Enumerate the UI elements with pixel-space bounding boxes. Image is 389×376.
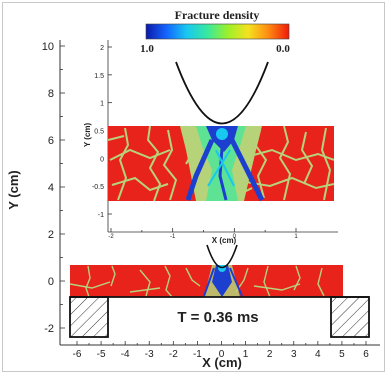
main-y-tick-label: 10	[42, 41, 54, 53]
colorbar: Fracture density 1.0 0.0	[140, 8, 290, 55]
main-x-tick-label: -1	[193, 349, 202, 360]
main-x-tick-label: 3	[291, 349, 297, 360]
main-x-tick-label: 6	[363, 349, 369, 360]
figure-frame	[2, 2, 385, 372]
main-x-tick-label: 0	[219, 349, 225, 360]
main-x-tick-label: -2	[169, 349, 178, 360]
main-specimen: T = 0.36 ms	[69, 244, 370, 338]
right-support	[330, 296, 370, 338]
main-y-ticks: 10 8 6 4 2 0 -2	[42, 41, 65, 335]
main-y-tick-label: 6	[48, 135, 54, 147]
main-y-tick-label: 8	[48, 88, 54, 100]
colorbar-min-label: 1.0	[140, 43, 154, 55]
inset-y-tick-label: 2	[100, 45, 104, 52]
main-x-tick-label: 1	[243, 349, 249, 360]
inset-y-tick-label: 1.5	[94, 73, 104, 80]
inset-y-tick-label: 0	[100, 156, 104, 163]
inset-x-tick-label: 1	[294, 234, 298, 240]
inset-x-ticks: -2 -1 0 1	[108, 228, 298, 240]
main-x-tick-label: -4	[121, 349, 130, 360]
main-y-tick-label: -2	[44, 323, 54, 335]
main-crack-network	[70, 265, 325, 297]
main-y-tick-label: 4	[48, 182, 54, 194]
inset-plot: 2 1.5 1 0.5 0 -0.5 -1 -2 -1 0 1 Y (cm) X (cm)	[83, 40, 338, 245]
main-x-tick-label: -5	[97, 349, 106, 360]
main-x-tick-label: 4	[315, 349, 321, 360]
colorbar-title: Fracture density	[175, 8, 260, 22]
inset-y-tick-label: -1	[98, 212, 104, 219]
inset-x-tick-label: -2	[108, 234, 114, 240]
main-y-tick-label: 0	[48, 276, 54, 288]
inset-x-axis-label: X (cm)	[212, 236, 237, 245]
inset-y-tick-label: -0.5	[92, 184, 104, 191]
colorbar-gradient-bar	[145, 23, 290, 40]
colorbar-max-label: 0.0	[276, 43, 290, 55]
main-y-tick-label: 2	[48, 229, 54, 241]
inset-impactor-curve	[175, 61, 269, 125]
main-x-tick-label: 2	[267, 349, 273, 360]
main-impactor-curve	[206, 244, 238, 269]
inset-y-tick-label: 1	[100, 101, 104, 108]
inset-y-tick-label: 0.5	[94, 129, 104, 136]
inset-x-tick-label: 0	[233, 234, 237, 240]
main-x-axis-label: X (cm)	[202, 355, 242, 370]
main-x-tick-label: 5	[339, 349, 345, 360]
inset-y-axis-label: Y (cm)	[83, 123, 92, 148]
inset-x-tick-label: -1	[170, 234, 176, 240]
time-annotation: T = 0.36 ms	[177, 309, 258, 326]
main-x-tick-label: -6	[73, 349, 82, 360]
inset-damage-zone	[180, 126, 265, 201]
main-y-axis-label: Y (cm)	[6, 170, 21, 210]
main-damage-zone	[203, 265, 243, 297]
main-x-tick-label: -3	[145, 349, 154, 360]
left-support	[69, 296, 109, 338]
main-x-ticks: -6 -5 -4 -3 -2 -1 0 1 2 3 4 5 6	[73, 341, 369, 360]
